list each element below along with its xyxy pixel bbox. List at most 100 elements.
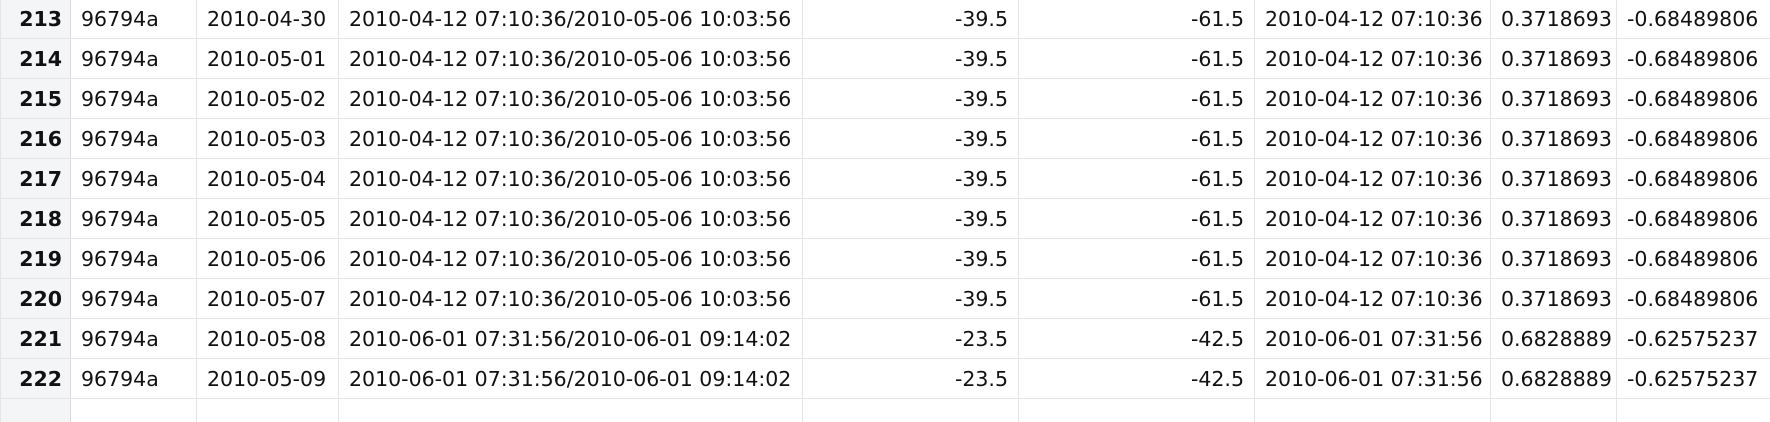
table-row[interactable]: 220 96794a 2010-05-07 2010-04-12 07:10:3… (1, 279, 1770, 319)
date-cell[interactable]: 2010-05-08 (197, 319, 339, 359)
value-a-cell[interactable]: -39.5 (803, 199, 1019, 239)
id-cell[interactable]: 96794a (71, 159, 197, 199)
interval-cell[interactable]: 2010-04-12 07:10:36/2010-05-06 10:03:56 (339, 239, 803, 279)
coef-a-cell (1491, 399, 1617, 422)
coef-b-cell[interactable]: -0.68489806 (1617, 159, 1770, 199)
value-a-cell[interactable]: -23.5 (803, 319, 1019, 359)
id-cell[interactable]: 96794a (71, 319, 197, 359)
value-a-cell[interactable]: -39.5 (803, 119, 1019, 159)
date-cell[interactable]: 2010-04-30 (197, 0, 339, 39)
timestamp-cell[interactable]: 2010-04-12 07:10:36 (1255, 119, 1491, 159)
coef-b-cell[interactable]: -0.68489806 (1617, 239, 1770, 279)
value-b-cell[interactable]: -61.5 (1019, 279, 1255, 319)
coef-a-cell[interactable]: 0.6828889 (1491, 359, 1617, 399)
timestamp-cell[interactable]: 2010-04-12 07:10:36 (1255, 239, 1491, 279)
timestamp-cell[interactable]: 2010-04-12 07:10:36 (1255, 0, 1491, 39)
value-b-cell[interactable]: -61.5 (1019, 239, 1255, 279)
coef-b-cell[interactable]: -0.62575237 (1617, 359, 1770, 399)
timestamp-cell[interactable]: 2010-06-01 07:31:56 (1255, 359, 1491, 399)
table-row[interactable]: 218 96794a 2010-05-05 2010-04-12 07:10:3… (1, 199, 1770, 239)
row-number: 216 (1, 119, 71, 159)
table-row[interactable]: 216 96794a 2010-05-03 2010-04-12 07:10:3… (1, 119, 1770, 159)
value-b-cell[interactable]: -61.5 (1019, 79, 1255, 119)
interval-cell[interactable]: 2010-04-12 07:10:36/2010-05-06 10:03:56 (339, 39, 803, 79)
timestamp-cell[interactable]: 2010-06-01 07:31:56 (1255, 319, 1491, 359)
coef-a-cell[interactable]: 0.3718693 (1491, 39, 1617, 79)
timestamp-cell[interactable]: 2010-04-12 07:10:36 (1255, 159, 1491, 199)
id-cell[interactable]: 96794a (71, 79, 197, 119)
interval-cell[interactable]: 2010-04-12 07:10:36/2010-05-06 10:03:56 (339, 159, 803, 199)
coef-b-cell[interactable]: -0.68489806 (1617, 199, 1770, 239)
value-a-cell[interactable]: -39.5 (803, 39, 1019, 79)
value-b-cell[interactable]: -61.5 (1019, 199, 1255, 239)
value-b-cell[interactable]: -61.5 (1019, 119, 1255, 159)
row-number: 220 (1, 279, 71, 319)
coef-a-cell[interactable]: 0.3718693 (1491, 199, 1617, 239)
row-number: 217 (1, 159, 71, 199)
value-a-cell[interactable]: -39.5 (803, 79, 1019, 119)
coef-a-cell[interactable]: 0.3718693 (1491, 159, 1617, 199)
interval-cell[interactable]: 2010-04-12 07:10:36/2010-05-06 10:03:56 (339, 199, 803, 239)
table-row[interactable]: 221 96794a 2010-05-08 2010-06-01 07:31:5… (1, 319, 1770, 359)
value-b-cell[interactable]: -61.5 (1019, 159, 1255, 199)
value-a-cell[interactable]: -23.5 (803, 359, 1019, 399)
coef-b-cell (1617, 399, 1770, 422)
date-cell[interactable]: 2010-05-03 (197, 119, 339, 159)
timestamp-cell[interactable]: 2010-04-12 07:10:36 (1255, 279, 1491, 319)
coef-a-cell[interactable]: 0.6828889 (1491, 319, 1617, 359)
coef-b-cell[interactable]: -0.68489806 (1617, 279, 1770, 319)
value-b-cell[interactable]: -42.5 (1019, 319, 1255, 359)
timestamp-cell[interactable]: 2010-04-12 07:10:36 (1255, 199, 1491, 239)
date-cell[interactable]: 2010-05-02 (197, 79, 339, 119)
id-cell[interactable]: 96794a (71, 0, 197, 39)
coef-b-cell[interactable]: -0.68489806 (1617, 0, 1770, 39)
value-a-cell[interactable]: -39.5 (803, 239, 1019, 279)
table-row[interactable]: 217 96794a 2010-05-04 2010-04-12 07:10:3… (1, 159, 1770, 199)
table-row[interactable]: 214 96794a 2010-05-01 2010-04-12 07:10:3… (1, 39, 1770, 79)
value-a-cell[interactable]: -39.5 (803, 0, 1019, 39)
value-a-cell[interactable]: -39.5 (803, 159, 1019, 199)
value-a-cell[interactable]: -39.5 (803, 279, 1019, 319)
interval-cell[interactable]: 2010-04-12 07:10:36/2010-05-06 10:03:56 (339, 0, 803, 39)
row-number: 213 (1, 0, 71, 39)
interval-cell[interactable]: 2010-06-01 07:31:56/2010-06-01 09:14:02 (339, 319, 803, 359)
id-cell[interactable]: 96794a (71, 119, 197, 159)
coef-a-cell[interactable]: 0.3718693 (1491, 0, 1617, 39)
id-cell[interactable]: 96794a (71, 39, 197, 79)
timestamp-cell[interactable]: 2010-04-12 07:10:36 (1255, 39, 1491, 79)
coef-a-cell[interactable]: 0.3718693 (1491, 279, 1617, 319)
interval-cell[interactable]: 2010-04-12 07:10:36/2010-05-06 10:03:56 (339, 79, 803, 119)
interval-cell[interactable]: 2010-04-12 07:10:36/2010-05-06 10:03:56 (339, 279, 803, 319)
id-cell[interactable]: 96794a (71, 239, 197, 279)
coef-a-cell[interactable]: 0.3718693 (1491, 119, 1617, 159)
date-cell (197, 399, 339, 422)
date-cell[interactable]: 2010-05-01 (197, 39, 339, 79)
timestamp-cell[interactable]: 2010-04-12 07:10:36 (1255, 79, 1491, 119)
id-cell[interactable]: 96794a (71, 279, 197, 319)
id-cell[interactable]: 96794a (71, 199, 197, 239)
coef-b-cell[interactable]: -0.68489806 (1617, 39, 1770, 79)
coef-b-cell[interactable]: -0.68489806 (1617, 79, 1770, 119)
date-cell[interactable]: 2010-05-05 (197, 199, 339, 239)
interval-cell[interactable]: 2010-06-01 07:31:56/2010-06-01 09:14:02 (339, 359, 803, 399)
coef-a-cell[interactable]: 0.3718693 (1491, 79, 1617, 119)
coef-b-cell[interactable]: -0.62575237 (1617, 319, 1770, 359)
value-a-cell (803, 399, 1019, 422)
date-cell[interactable]: 2010-05-06 (197, 239, 339, 279)
table-row[interactable]: 222 96794a 2010-05-09 2010-06-01 07:31:5… (1, 359, 1770, 399)
coef-a-cell[interactable]: 0.3718693 (1491, 239, 1617, 279)
id-cell[interactable]: 96794a (71, 359, 197, 399)
row-number: 218 (1, 199, 71, 239)
value-b-cell[interactable]: -42.5 (1019, 359, 1255, 399)
table-row[interactable]: 213 96794a 2010-04-30 2010-04-12 07:10:3… (1, 0, 1770, 39)
table-row[interactable]: 219 96794a 2010-05-06 2010-04-12 07:10:3… (1, 239, 1770, 279)
date-cell[interactable]: 2010-05-04 (197, 159, 339, 199)
value-b-cell[interactable]: -61.5 (1019, 0, 1255, 39)
coef-b-cell[interactable]: -0.68489806 (1617, 119, 1770, 159)
date-cell[interactable]: 2010-05-07 (197, 279, 339, 319)
value-b-cell[interactable]: -61.5 (1019, 39, 1255, 79)
interval-cell[interactable]: 2010-04-12 07:10:36/2010-05-06 10:03:56 (339, 119, 803, 159)
table-row[interactable]: 215 96794a 2010-05-02 2010-04-12 07:10:3… (1, 79, 1770, 119)
date-cell[interactable]: 2010-05-09 (197, 359, 339, 399)
